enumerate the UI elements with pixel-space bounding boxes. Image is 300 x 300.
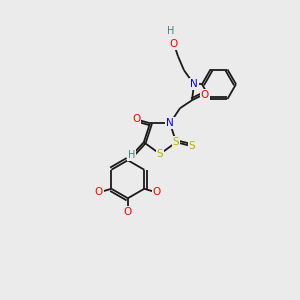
Text: H: H bbox=[128, 150, 136, 160]
Text: O: O bbox=[124, 207, 132, 217]
Text: O: O bbox=[95, 188, 103, 197]
Text: O: O bbox=[153, 188, 161, 197]
Text: N: N bbox=[190, 79, 198, 89]
Text: O: O bbox=[170, 39, 178, 49]
Text: S: S bbox=[157, 149, 163, 159]
Text: O: O bbox=[132, 114, 140, 124]
Text: H: H bbox=[167, 26, 175, 36]
Text: N: N bbox=[166, 118, 174, 128]
Text: S: S bbox=[173, 137, 179, 147]
Text: S: S bbox=[189, 141, 196, 151]
Text: O: O bbox=[201, 90, 209, 100]
